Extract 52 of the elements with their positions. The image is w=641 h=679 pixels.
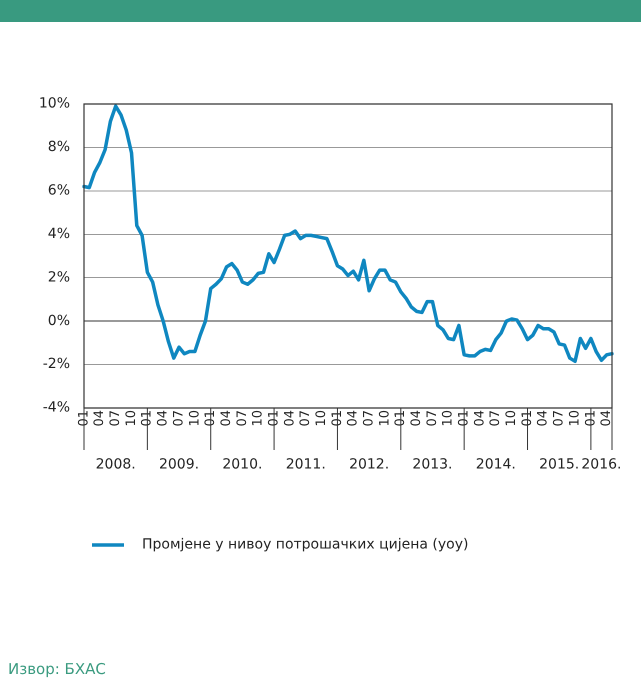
x-tick-label: 10 bbox=[504, 410, 520, 427]
x-tick-label: 10 bbox=[567, 410, 582, 427]
y-tick-label: -4% bbox=[42, 400, 70, 416]
x-tick-label: 01 bbox=[456, 410, 472, 427]
x-tick-label: 04 bbox=[92, 410, 108, 427]
text: 2009. bbox=[158, 456, 200, 473]
x-tick-label: 04 bbox=[536, 410, 551, 427]
x-tick-label: 04 bbox=[156, 410, 171, 427]
x-tick-label: 10 bbox=[124, 410, 139, 427]
x-tick-label: 10 bbox=[250, 410, 266, 427]
text: 2011. bbox=[286, 456, 326, 473]
x-tick-label: 10 bbox=[377, 410, 392, 427]
x-tick-label: 01 bbox=[203, 410, 218, 427]
x-tick-label: 07 bbox=[171, 410, 186, 427]
x-tick-label: 07 bbox=[298, 410, 314, 427]
x-tick-label: 01 bbox=[393, 410, 408, 427]
text: 2016. bbox=[581, 456, 622, 473]
x-tick-label: 04 bbox=[409, 410, 424, 427]
x-tick-label: 01 bbox=[330, 410, 345, 427]
text: 2012. bbox=[349, 456, 390, 473]
x-tick-label: 07 bbox=[488, 410, 504, 427]
y-tick-label: 8% bbox=[48, 139, 70, 156]
x-tick-label: 07 bbox=[361, 410, 376, 427]
x-tick-label: 04 bbox=[218, 410, 234, 427]
x-tick-label: 10 bbox=[440, 410, 456, 427]
y-tick-label: 2% bbox=[48, 269, 70, 286]
x-tick-label: 10 bbox=[187, 410, 202, 427]
text: 2008. bbox=[96, 456, 136, 473]
y-tick-label: 10% bbox=[38, 96, 70, 112]
x-tick-label: 04 bbox=[472, 410, 488, 427]
y-tick-label: 4% bbox=[48, 226, 70, 242]
x-tick-label: 07 bbox=[424, 410, 440, 427]
x-tick-label: 07 bbox=[234, 410, 250, 427]
x-tick-label: 01 bbox=[140, 410, 155, 427]
legend-label: Промјене у нивоу потрошачких цијена (yoy) bbox=[142, 536, 468, 553]
x-tick-label: 01 bbox=[583, 410, 598, 427]
text: 2010. bbox=[222, 456, 262, 473]
y-tick-label: 0% bbox=[48, 312, 70, 329]
text: 2015. bbox=[539, 456, 580, 473]
x-tick-label: 07 bbox=[552, 410, 567, 427]
x-tick-label: 01 bbox=[520, 410, 535, 427]
y-tick-label: 6% bbox=[48, 182, 70, 198]
x-tick-label: 01 bbox=[266, 410, 282, 427]
x-tick-label: 04 bbox=[346, 410, 361, 427]
text: 2013. bbox=[412, 456, 453, 473]
x-tick-label: 04 bbox=[599, 410, 614, 427]
x-tick-label: 10 bbox=[314, 410, 329, 427]
text: 2014. bbox=[476, 456, 516, 473]
text: Извор: БХАС bbox=[8, 660, 106, 678]
y-tick-label: -2% bbox=[42, 356, 70, 372]
x-tick-label: 04 bbox=[282, 410, 298, 427]
x-tick-label: 07 bbox=[108, 410, 124, 427]
